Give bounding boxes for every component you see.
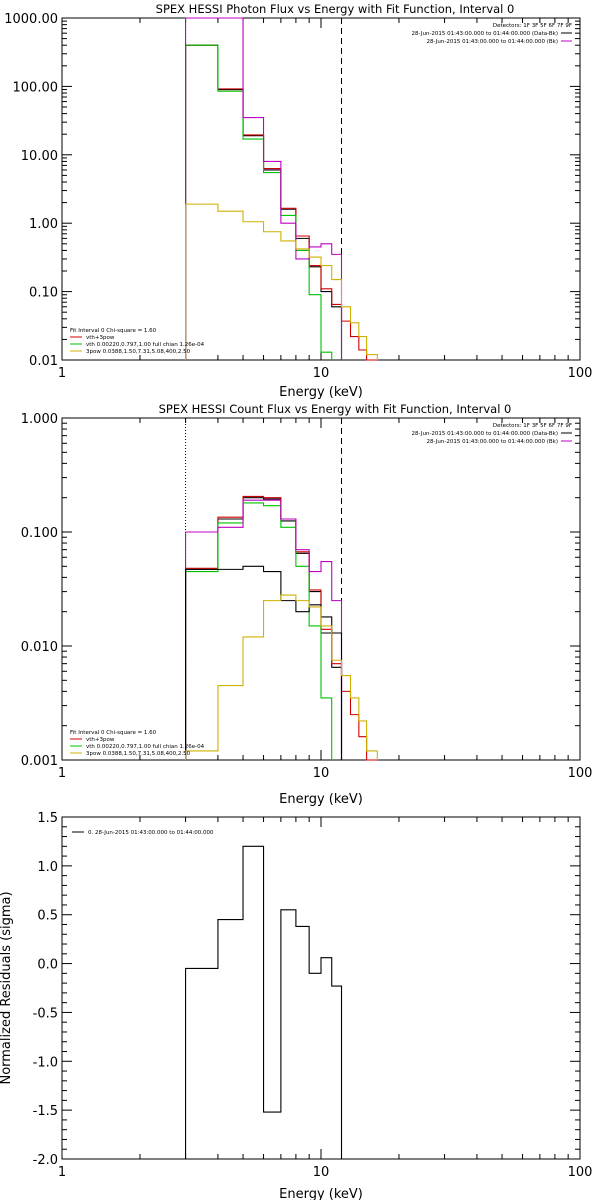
series-line	[185, 497, 343, 760]
series-line	[185, 203, 378, 360]
y-tick-label: 100.00	[13, 80, 59, 95]
y-tick-label: 1.00	[29, 217, 58, 232]
x-tick-label: 100	[568, 766, 593, 781]
x-tick-label: 1	[58, 766, 66, 781]
photon-flux-fit-vth: vth 0.00220,0.797,1.00 full chian 1.26e-…	[86, 342, 205, 348]
residuals-y-label: Normalized Residuals (sigma)	[0, 891, 14, 1084]
count-flux-plot-frame	[61, 417, 581, 761]
x-tick-label: 1	[58, 366, 66, 381]
count-flux-fit-3pow: 3pow 0.0388,1.50,7.31,5.08,400,2.50	[86, 751, 191, 757]
series-line	[185, 594, 378, 760]
photon-flux-time-range-data: 28-Jun-2015 01:43:00.000 to 01:44:00.000…	[412, 31, 558, 37]
y-tick-label: 0.0	[37, 958, 58, 973]
residuals-panel: 1 10 100 -2.0 -1.5 -1.0 -0.5 0.0 0.5 1.0 1.5 Energ…	[0, 811, 592, 1200]
y-tick-label: -1.0	[33, 1055, 58, 1070]
series-line	[185, 565, 343, 760]
photon-flux-fit-total: vth+3pow	[86, 335, 115, 341]
y-tick-label: 0.100	[21, 526, 58, 541]
count-flux-fit-total: vth+3pow	[86, 737, 115, 743]
residuals-ticks: 1 10 100 -2.0 -1.5 -1.0 -0.5 0.0 0.5 1.0 1.5	[33, 811, 593, 1180]
y-tick-label: 0.10	[29, 286, 58, 301]
photon-flux-panel: SPEX HESSI Photon Flux vs Energy with Fi…	[4, 2, 592, 400]
y-tick-label: 1.5	[37, 811, 58, 826]
y-tick-label: 10.00	[21, 149, 58, 164]
count-flux-series	[185, 418, 378, 761]
series-line	[185, 502, 333, 760]
count-flux-x-label: Energy (keV)	[279, 792, 363, 807]
photon-flux-detectors: Detectors: 1F 3F 5F 6F 7F 9F	[493, 23, 572, 29]
y-tick-label: 1000.00	[4, 12, 58, 27]
photon-flux-fit-3pow: 3pow 0.0388,1.50,7.31,5.08,400,2.50	[86, 349, 191, 355]
count-flux-time-range-data: 28-Jun-2015 01:43:00.000 to 01:44:00.000…	[412, 431, 558, 437]
residuals-plot-frame	[61, 816, 581, 1160]
photon-flux-x-label: Energy (keV)	[279, 385, 363, 400]
residuals-series	[185, 845, 343, 1159]
series-line	[185, 44, 378, 361]
photon-flux-time-range-bk: 28-Jun-2015 01:43:00.000 to 01:44:00.000…	[426, 39, 558, 45]
series-line	[185, 495, 378, 761]
x-tick-label: 100	[568, 366, 593, 381]
y-tick-label: 0.01	[29, 354, 58, 369]
photon-flux-fit-legend: Fit Interval 0 Chi-square = 1.60 vth+3po…	[70, 328, 205, 355]
series-line	[185, 44, 333, 360]
y-tick-label: -0.5	[33, 1006, 58, 1021]
count-flux-fit-vth: vth 0.00220,0.797,1.00 full chian 1.26e-…	[86, 744, 205, 750]
photon-flux-ticks: 1 10 100 0.01 0.10 1.00 10.00 100.00 1000.00	[4, 12, 592, 381]
series-line	[185, 44, 343, 360]
x-tick-label: 1	[58, 1165, 66, 1180]
x-tick-label: 100	[568, 1165, 593, 1180]
count-flux-fit-legend: Fit Interval 0 Chi-square = 1.60 vth+3po…	[70, 730, 205, 757]
count-flux-fit-header: Fit Interval 0 Chi-square = 1.60	[70, 730, 157, 736]
y-tick-label: 1.000	[21, 412, 58, 427]
count-flux-detectors: Detectors: 1F 3F 5F 6F 7F 9F	[493, 423, 572, 429]
series-line	[185, 845, 343, 1159]
y-tick-label: 0.001	[21, 754, 58, 769]
photon-flux-time-ranges: 28-Jun-2015 01:43:00.000 to 01:44:00.000…	[412, 31, 572, 45]
y-tick-label: 0.010	[21, 640, 58, 655]
series-line	[185, 17, 343, 360]
photon-flux-series	[185, 17, 378, 361]
y-tick-label: -2.0	[33, 1153, 58, 1168]
y-tick-label: -1.5	[33, 1104, 58, 1119]
x-tick-label: 10	[313, 1165, 330, 1180]
count-flux-panel: SPEX HESSI Count Flux vs Energy with Fit…	[21, 402, 593, 807]
count-flux-title: SPEX HESSI Count Flux vs Energy with Fit…	[159, 402, 512, 416]
photon-flux-fit-header: Fit Interval 0 Chi-square = 1.60	[70, 328, 157, 334]
y-tick-label: 0.5	[37, 909, 58, 924]
count-flux-ticks: 1 10 100 0.001 0.010 0.100 1.000	[21, 412, 593, 781]
photon-flux-title: SPEX HESSI Photon Flux vs Energy with Fi…	[156, 2, 515, 16]
y-tick-label: 1.0	[37, 860, 58, 875]
x-tick-label: 10	[313, 366, 330, 381]
count-flux-time-ranges: 28-Jun-2015 01:43:00.000 to 01:44:00.000…	[412, 431, 572, 445]
x-tick-label: 10	[313, 766, 330, 781]
residuals-x-label: Energy (keV)	[279, 1187, 363, 1200]
count-flux-time-range-bk: 28-Jun-2015 01:43:00.000 to 01:44:00.000…	[426, 439, 558, 445]
series-line	[185, 499, 343, 760]
residuals-legend: 0. 28-Jun-2015 01:43:00.000 to 01:44:00.…	[88, 830, 214, 836]
